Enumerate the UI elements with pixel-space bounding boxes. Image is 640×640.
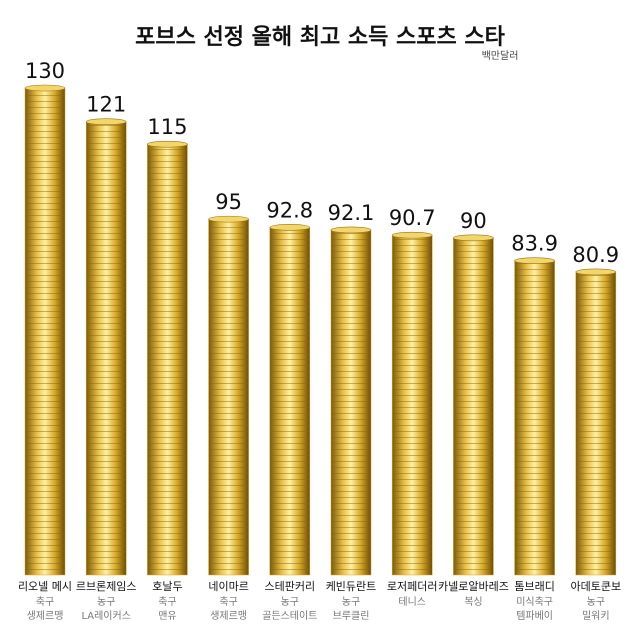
sport-label: 축구 [158,596,176,608]
coin-top [453,234,494,242]
sport-label: 축구 [36,596,54,608]
chart-title: 포브스 선정 올해 최고 소득 스포츠 스타 [135,25,506,50]
coin-lines [453,237,494,575]
team-label: 템파베이 [516,610,553,622]
coin-lines [86,121,127,575]
team-label: 밀워키 [582,609,610,622]
sport-label: 농구 [587,596,605,608]
team-label: LA레이커스 [81,610,130,622]
sport-label: 복싱 [464,596,482,608]
value-label: 121 [86,93,126,117]
sport-label: 농구 [97,596,115,608]
sport-label: 농구 [342,596,360,608]
sport-label: 축구 [219,596,237,608]
unit-label: 백만달러 [482,50,519,62]
x-tick-label: 아데토쿤보 [570,580,621,593]
x-tick-label: 네이마르 [208,580,248,593]
team-label: 생제르맹 [210,610,247,622]
coin-lines [514,260,555,575]
sport-label: 미식축구 [516,596,553,608]
coin-top [269,224,311,231]
value-label: 95 [215,190,242,214]
value-label: 115 [147,115,187,139]
value-label: 90.7 [389,206,436,230]
coin-lines [331,229,371,575]
team-label: 브루클린 [333,610,370,622]
coin-top [575,268,617,276]
value-label: 80.9 [572,243,619,267]
coin-top [24,84,66,92]
coin-top [208,215,249,223]
value-label: 92.1 [328,201,375,225]
value-label: 90 [460,209,487,233]
x-tick-label: 르브론제임스 [76,580,137,593]
coin-lines [25,88,65,575]
coin-lines [269,227,310,575]
coin-top [330,226,372,234]
coin-lines [392,235,433,575]
x-tick-label: 로저페더러 [387,580,438,593]
team-label: 생제르맹 [27,610,64,622]
value-label: 92.8 [266,198,313,222]
coin-lines [208,219,249,575]
sport-label: 테니스 [398,596,426,608]
value-label: 130 [25,59,65,83]
team-label: 맨유 [158,610,176,622]
x-tick-label: 호날두 [152,580,182,593]
sport-label: 농구 [281,596,299,608]
x-tick-label: 리오넬 메시 [18,580,72,593]
team-label: 골든스테이트 [262,610,317,622]
coin-top [391,231,433,239]
value-label: 83.9 [511,232,558,256]
x-tick-label: 스테판커리 [264,580,315,593]
coin-top [514,257,555,264]
coin-top [147,140,188,148]
x-tick-label: 케빈듀란트 [326,580,377,593]
x-tick-label: 톰브래디 [514,580,554,593]
coin-top [85,118,127,126]
coin-lines [575,271,616,575]
coin-lines [147,144,188,575]
x-tick-label: 카넬로알바레즈 [438,579,509,593]
